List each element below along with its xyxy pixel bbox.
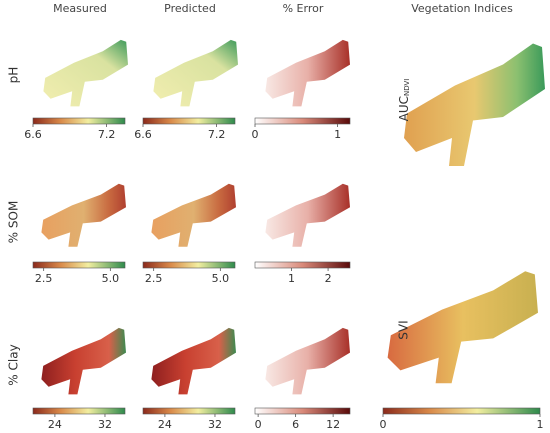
map	[265, 39, 350, 107]
map	[404, 43, 545, 166]
index-label: AUCNDVI	[397, 79, 412, 122]
colorbar	[32, 261, 126, 269]
colorbar-tick-label: 2	[325, 272, 332, 285]
row-label: % Clay	[7, 344, 21, 385]
map	[41, 327, 126, 395]
colorbar-tick-label: 5.0	[102, 272, 120, 285]
colorbar-tick-label: 32	[208, 418, 222, 431]
colorbar-tick-label: 2.5	[145, 272, 163, 285]
colorbar-tick-label: 5.0	[212, 272, 230, 285]
colorbar	[254, 407, 351, 415]
column-header: Predicted	[164, 2, 216, 15]
row-label: pH	[7, 67, 21, 84]
column-header: % Error	[283, 2, 324, 15]
colorbar	[142, 117, 236, 125]
colorbar-tick-label: 24	[48, 418, 62, 431]
colorbar-tick-label: 7.2	[208, 128, 226, 141]
row-label: % SOM	[7, 201, 21, 244]
map	[265, 327, 350, 395]
colorbar-tick-label: 1	[288, 272, 295, 285]
colorbar-tick-label: 0	[255, 418, 262, 431]
colorbar-tick-label: 6.6	[24, 128, 42, 141]
index-subscript: NDVI	[403, 79, 411, 96]
colorbar-tick-label: 1	[537, 418, 544, 431]
colorbar	[142, 261, 236, 269]
colorbar	[32, 117, 126, 125]
index-label: SVI	[397, 320, 411, 339]
colorbar-tick-label: 0	[252, 128, 259, 141]
colorbar-tick-label: 24	[158, 418, 172, 431]
map	[151, 183, 236, 247]
colorbar	[382, 407, 541, 415]
colorbar-tick-label: 6	[292, 418, 299, 431]
colorbar	[32, 407, 126, 415]
map	[151, 327, 236, 395]
column-header: Measured	[53, 2, 107, 15]
colorbar-tick-label: 2.5	[35, 272, 53, 285]
index-name: AUC	[397, 96, 411, 121]
colorbar	[254, 117, 351, 125]
map	[265, 183, 350, 247]
colorbar	[254, 261, 351, 269]
colorbar-tick-label: 7.2	[98, 128, 116, 141]
colorbar-tick-label: 0	[380, 418, 387, 431]
colorbar-tick-label: 32	[98, 418, 112, 431]
column-header: Vegetation Indices	[411, 2, 513, 15]
map	[43, 39, 128, 107]
colorbar-tick-label: 1	[334, 128, 341, 141]
colorbar-tick-label: 6.6	[134, 128, 152, 141]
map	[41, 183, 126, 247]
map	[153, 39, 238, 107]
colorbar-tick-label: 12	[326, 418, 340, 431]
colorbar	[142, 407, 236, 415]
